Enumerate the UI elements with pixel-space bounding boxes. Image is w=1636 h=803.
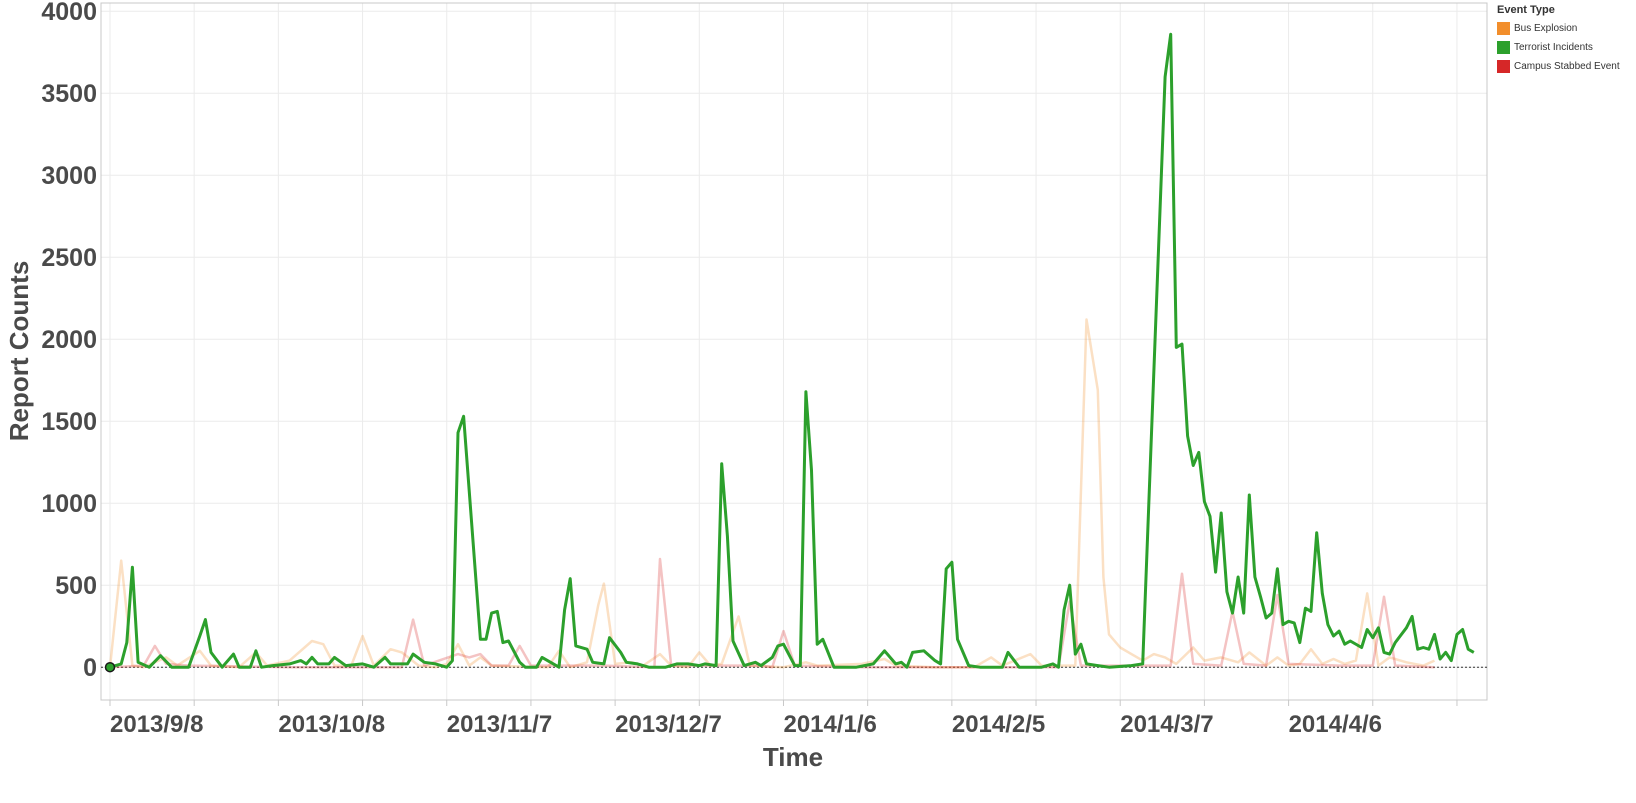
x-tick-label: 2013/9/8 (110, 711, 203, 738)
x-tick-label: 2014/3/7 (1120, 711, 1213, 738)
y-tick-label: 0 (83, 654, 97, 682)
x-tick-label: 2013/12/7 (615, 711, 722, 738)
legend-swatch-terrorist-incidents (1497, 41, 1510, 54)
legend-item-campus-stabbed-event[interactable]: Campus Stabbed Event (1497, 57, 1633, 76)
highlight-marker[interactable] (104, 661, 116, 673)
legend-swatch-campus-stabbed-event (1497, 60, 1510, 73)
legend-title: Event Type (1497, 4, 1555, 16)
series-line-bus-explosion (108, 318, 1436, 669)
x-axis-ticks: 2013/9/8 2013/10/8 2013/11/7 2013/12/7 2014/… (109, 700, 1458, 738)
x-axis-label: Time (763, 742, 823, 772)
series-line-terrorist-incidents (109, 32, 1475, 669)
y-tick-label: 500 (55, 572, 97, 600)
plot-frame (100, 2, 1488, 701)
series-line-campus-stabbed-event (109, 557, 1435, 669)
y-axis-ticks: 0 500 1000 1500 2000 2500 3000 3500 4000 (41, 0, 97, 682)
y-tick-label: 4000 (41, 0, 97, 26)
series-lines (104, 32, 1475, 673)
legend: Event Type Bus Explosion Terrorist Incid… (1497, 4, 1633, 76)
legend-label: Terrorist Incidents (1514, 42, 1593, 53)
x-tick-label: 2014/2/5 (952, 711, 1045, 738)
legend-item-terrorist-incidents[interactable]: Terrorist Incidents (1497, 38, 1633, 57)
y-tick-label: 1500 (41, 408, 97, 436)
x-tick-label: 2013/11/7 (447, 711, 552, 738)
gridlines (101, 3, 1487, 700)
x-tick-label: 2014/4/6 (1289, 711, 1382, 738)
y-tick-label: 1000 (41, 490, 97, 518)
legend-label: Bus Explosion (1514, 23, 1578, 34)
y-tick-label: 2500 (41, 244, 97, 272)
legend-swatch-bus-explosion (1497, 22, 1510, 35)
y-tick-label: 3500 (41, 80, 97, 108)
y-axis-label: Report Counts (4, 261, 34, 442)
legend-label: Campus Stabbed Event (1514, 61, 1620, 72)
legend-item-bus-explosion[interactable]: Bus Explosion (1497, 19, 1633, 38)
x-tick-label: 2013/10/8 (278, 711, 385, 738)
y-tick-label: 3000 (41, 162, 97, 190)
y-tick-label: 2000 (41, 326, 97, 354)
x-tick-label: 2014/1/6 (783, 711, 876, 738)
